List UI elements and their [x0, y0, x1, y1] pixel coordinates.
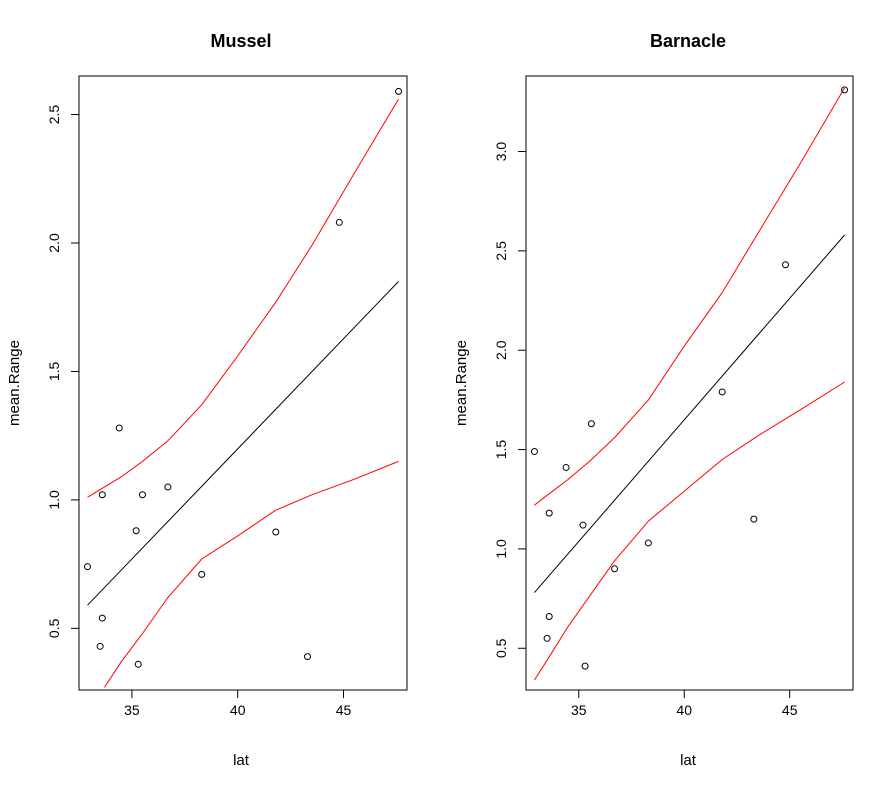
barnacle-xlabel: lat — [680, 752, 697, 769]
barnacle-data-point — [781, 261, 789, 269]
mussel-marks: 35 40 45 0.5 1.0 1.5 2.0 2.5 — [46, 87, 403, 718]
barnacle-plot-frame — [525, 75, 854, 691]
mussel-data-point — [395, 87, 403, 95]
mussel-data-point — [272, 528, 280, 536]
barnacle-data-point — [644, 539, 652, 547]
mussel-data-point — [83, 563, 91, 571]
mussel-xtick-label: 35 — [124, 702, 140, 718]
mussel-title: Mussel — [210, 31, 271, 51]
mussel-lower-line — [103, 460, 399, 688]
mussel-ytick-label: 1.0 — [46, 490, 62, 510]
mussel-data-point — [98, 491, 106, 499]
mussel-fit-line — [87, 281, 399, 606]
mussel-data-point — [335, 218, 343, 226]
barnacle-xtick-label: 35 — [571, 702, 587, 718]
barnacle-ytick-label: 2.0 — [493, 340, 509, 360]
barnacle-data-point — [611, 565, 619, 573]
barnacle-ytick-label: 3.0 — [493, 142, 509, 162]
barnacle-ytick-label: 2.5 — [493, 241, 509, 261]
barnacle-xtick-label: 40 — [676, 702, 692, 718]
barnacle-data-point — [545, 509, 553, 517]
mussel-data-point — [132, 527, 140, 535]
barnacle-data-point — [543, 634, 551, 642]
barnacle-upper-line — [534, 87, 846, 506]
barnacle-data-point — [545, 612, 553, 620]
barnacle-fit-line — [534, 234, 845, 593]
mussel-xtick-label: 45 — [336, 702, 352, 718]
mussel-ylabel: mean.Range — [6, 340, 23, 426]
barnacle-data-point — [579, 521, 587, 529]
barnacle-data-point — [562, 463, 570, 471]
mussel-data-point — [98, 614, 106, 622]
barnacle-data-point — [750, 515, 758, 523]
barnacle-data-point — [587, 420, 595, 428]
mussel-upper-line — [87, 98, 399, 498]
barnacle-marks: 35 40 45 0.5 1.0 1.5 2.0 2.5 3.0 — [493, 86, 849, 718]
mussel-data-point — [198, 570, 206, 578]
mussel-ytick-label: 0.5 — [46, 618, 62, 638]
mussel-xlabel: lat — [233, 752, 250, 769]
barnacle-ytick-label: 1.0 — [493, 539, 509, 559]
mussel-data-point — [304, 653, 312, 661]
barnacle-ylabel: mean.Range — [453, 340, 470, 426]
barnacle-data-point — [530, 448, 538, 456]
mussel-ytick-label: 2.5 — [46, 105, 62, 125]
mussel-data-point — [115, 424, 123, 432]
barnacle-panel: Barnacle lat mean.Range 35 40 45 0.5 1.0 1.5 2… — [453, 31, 854, 769]
mussel-data-point — [134, 660, 142, 668]
barnacle-ytick-label: 1.5 — [493, 440, 509, 460]
mussel-data-point — [138, 491, 146, 499]
mussel-ytick-label: 2.0 — [46, 233, 62, 253]
barnacle-data-point — [718, 388, 726, 396]
barnacle-lower-line — [533, 381, 845, 681]
barnacle-ytick-label: 0.5 — [493, 638, 509, 658]
mussel-panel: Mussel lat mean.Range 35 40 45 0.5 1.0 1.5 2.0… — [6, 31, 408, 769]
mussel-ytick-label: 1.5 — [46, 361, 62, 381]
mussel-data-point — [96, 642, 104, 650]
barnacle-data-point — [581, 662, 589, 670]
barnacle-title: Barnacle — [650, 31, 726, 51]
barnacle-data-point — [841, 86, 849, 94]
barnacle-xtick-label: 45 — [782, 702, 798, 718]
mussel-xtick-label: 40 — [230, 702, 246, 718]
mussel-data-point — [164, 483, 172, 491]
